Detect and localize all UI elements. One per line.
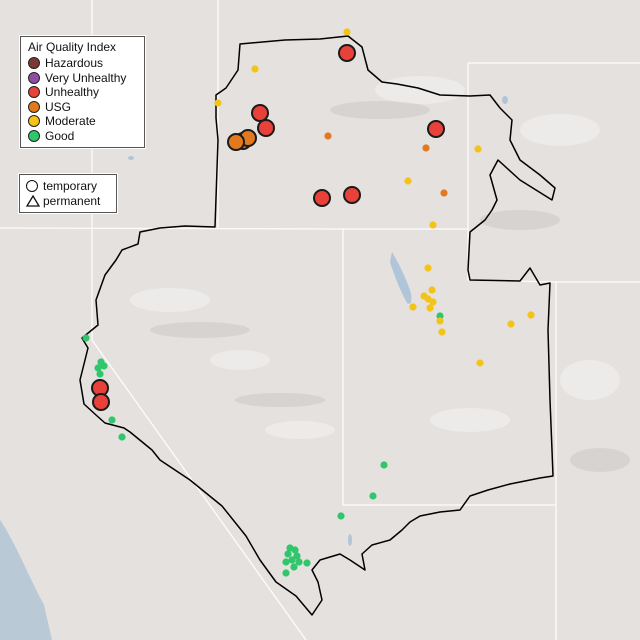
monitor-marker-good[interactable] [118,433,126,441]
legend-label: Unhealthy [45,85,100,100]
aqi-legend-title: Air Quality Index [28,40,117,54]
legend-label: Good [45,128,75,143]
legend-label: Very Unhealthy [45,70,127,85]
monitor-marker-usg[interactable] [422,144,430,152]
legend-item-moderate: Moderate [28,114,138,129]
legend-label: Moderate [45,114,96,129]
circle-icon [26,179,38,192]
monitor-marker-usg[interactable] [324,132,332,140]
monitor-marker-moderate[interactable] [527,311,535,319]
legend-item-temporary: temporary [26,178,111,193]
legend-item-hazardous: Hazardous [28,56,138,71]
triangle-icon [26,194,40,207]
monitor-marker-good[interactable] [380,461,388,469]
monitor-marker-moderate[interactable] [429,221,437,229]
monitor-marker-unhealthy[interactable] [338,44,356,62]
monitor-marker-good[interactable] [82,334,90,342]
monitor-marker-moderate[interactable] [438,328,446,336]
hazardous-swatch [28,57,40,70]
monitor-marker-good[interactable] [284,550,292,558]
usg-swatch [28,100,40,113]
monitor-marker-moderate[interactable] [507,320,515,328]
very-unhealthy-swatch [28,71,40,84]
monitor-marker-moderate[interactable] [404,177,412,185]
monitor-marker-moderate[interactable] [343,28,351,36]
monitor-marker-moderate[interactable] [436,317,444,325]
monitor-marker-good[interactable] [282,558,290,566]
monitor-marker-moderate[interactable] [214,99,222,107]
legend-item-usg: USG [28,100,138,115]
legend-label: permanent [43,193,101,208]
monitor-marker-moderate[interactable] [409,303,417,311]
monitor-type-legend: temporary permanent [19,174,117,213]
monitor-marker-good[interactable] [288,556,296,564]
monitor-marker-good[interactable] [293,552,301,560]
legend-label: Hazardous [45,56,104,71]
monitor-marker-unhealthy[interactable] [257,119,275,137]
monitor-marker-good[interactable] [290,563,298,571]
legend-item-unhealthy: Unhealthy [28,85,138,100]
monitor-marker-good[interactable] [295,558,303,566]
monitor-marker-unhealthy[interactable] [343,186,361,204]
monitor-marker-good[interactable] [94,364,102,372]
monitor-marker-good[interactable] [108,416,116,424]
terrain-relief [130,76,620,439]
region-boundary [79,35,556,616]
monitor-marker-unhealthy[interactable] [251,104,269,122]
aqi-legend: Air Quality Index Hazardous Very Unhealt… [20,36,145,148]
monitor-marker-good[interactable] [436,312,444,320]
monitor-marker-good[interactable] [100,362,108,370]
legend-label: temporary [43,178,98,193]
monitor-marker-good[interactable] [303,559,311,567]
moderate-swatch [28,115,40,128]
monitor-marker-moderate[interactable] [426,304,434,312]
monitor-marker-good[interactable] [337,512,345,520]
monitor-marker-moderate[interactable] [476,359,484,367]
legend-item-good: Good [28,129,138,144]
monitor-marker-moderate[interactable] [428,286,436,294]
monitor-marker-usg[interactable] [440,189,448,197]
ocean [0,520,52,640]
legend-item-permanent: permanent [26,193,111,208]
unhealthy-swatch [28,86,40,99]
monitor-marker-moderate[interactable] [251,65,259,73]
monitor-marker-unhealthy[interactable] [427,120,445,138]
good-swatch [28,129,40,142]
monitor-marker-good[interactable] [282,569,290,577]
monitor-marker-good[interactable] [369,492,377,500]
monitor-marker-moderate[interactable] [429,298,437,306]
monitor-marker-usg[interactable] [227,133,245,151]
terrain-shade [150,101,630,472]
legend-item-very-unhealthy: Very Unhealthy [28,71,138,86]
monitor-marker-good[interactable] [96,370,104,378]
monitor-marker-unhealthy[interactable] [313,189,331,207]
monitor-marker-moderate[interactable] [424,264,432,272]
monitor-marker-unhealthy[interactable] [92,393,110,411]
monitor-marker-moderate[interactable] [474,145,482,153]
legend-label: USG [45,99,72,114]
monitor-marker-good[interactable] [291,546,299,554]
